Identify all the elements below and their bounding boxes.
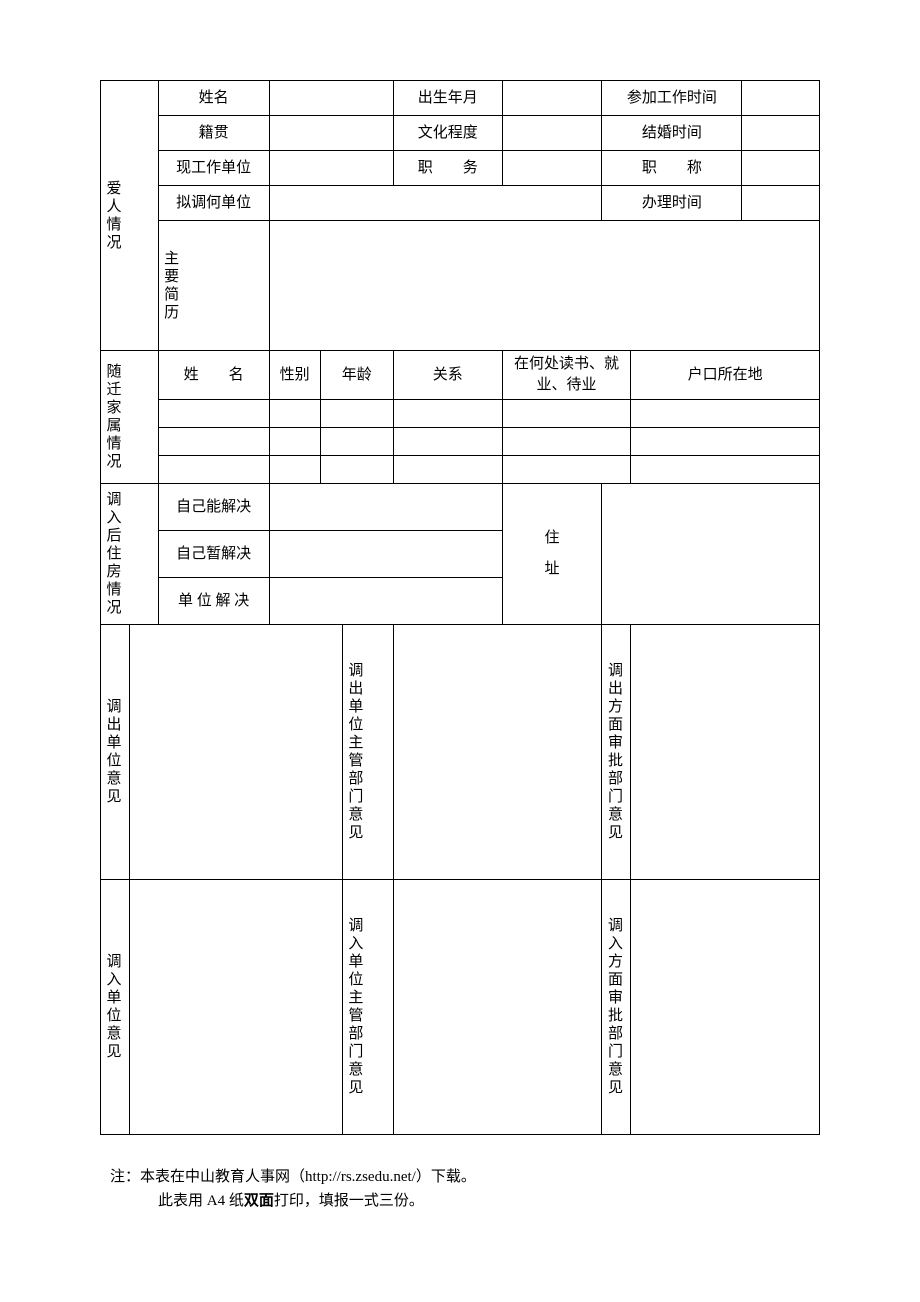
family-col-name: 姓 名 xyxy=(158,351,269,400)
housing-self-value xyxy=(269,484,502,531)
spouse-title-value xyxy=(742,151,820,186)
family-row-hukou xyxy=(631,456,820,484)
housing-section-header: 调入后住房情况 xyxy=(101,484,159,625)
housing-unit-label: 单 位 解 决 xyxy=(158,578,269,625)
family-row-relation xyxy=(393,428,502,456)
family-col-where: 在何处读书、就业、待业 xyxy=(502,351,631,400)
in-unit-opinion-label: 调入单位意见 xyxy=(101,880,130,1135)
housing-temp-value xyxy=(269,531,502,578)
spouse-birth-value xyxy=(502,81,602,116)
spouse-section-header: 爱人情况 xyxy=(101,81,159,351)
in-dept-opinion-label: 调入单位主管部门意见 xyxy=(342,880,393,1135)
out-auth-opinion-label: 调出方面审批部门意见 xyxy=(602,625,631,880)
spouse-targetunit-value xyxy=(269,186,602,221)
footer-line2-bold: 双面 xyxy=(244,1193,274,1209)
family-row-where xyxy=(502,456,631,484)
spouse-marriage-label: 结婚时间 xyxy=(602,116,742,151)
housing-address-label: 住址 xyxy=(502,484,602,625)
family-section-header: 随迁家属情况 xyxy=(101,351,159,484)
spouse-workstart-label: 参加工作时间 xyxy=(602,81,742,116)
family-row-where xyxy=(502,400,631,428)
in-auth-opinion-label: 调入方面审批部门意见 xyxy=(602,880,631,1135)
out-auth-opinion-value xyxy=(631,625,820,880)
spouse-resume-label: 主要简历 xyxy=(158,221,269,351)
family-row xyxy=(101,400,820,428)
spouse-position-label: 职 务 xyxy=(393,151,502,186)
out-unit-opinion-value xyxy=(129,625,342,880)
out-dept-opinion-label: 调出单位主管部门意见 xyxy=(342,625,393,880)
spouse-marriage-value xyxy=(742,116,820,151)
spouse-name-value xyxy=(269,81,393,116)
housing-unit-value xyxy=(269,578,502,625)
spouse-birth-label: 出生年月 xyxy=(393,81,502,116)
family-row-age xyxy=(320,456,393,484)
in-unit-opinion-value xyxy=(129,880,342,1135)
family-row-age xyxy=(320,400,393,428)
family-col-gender: 性别 xyxy=(269,351,320,400)
family-row-gender xyxy=(269,456,320,484)
spouse-education-label: 文化程度 xyxy=(393,116,502,151)
footer-line2-pre: 此表用 A4 纸 xyxy=(158,1193,244,1209)
footer-line2-post: 打印，填报一式三份。 xyxy=(274,1193,424,1209)
family-row-relation xyxy=(393,456,502,484)
family-row-hukou xyxy=(631,428,820,456)
footer-line1-pre: 注：本表在中山教育人事网（ xyxy=(110,1169,305,1185)
footer-line1: 注：本表在中山教育人事网（http://rs.zsedu.net/）下载。 xyxy=(110,1165,820,1189)
footer-line2: 此表用 A4 纸双面打印，填报一式三份。 xyxy=(110,1189,820,1213)
spouse-name-label: 姓名 xyxy=(158,81,269,116)
spouse-workstart-value xyxy=(742,81,820,116)
spouse-resume-value xyxy=(269,221,819,351)
family-row-where xyxy=(502,428,631,456)
family-row-hukou xyxy=(631,400,820,428)
spouse-processtime-label: 办理时间 xyxy=(602,186,742,221)
spouse-origin-value xyxy=(269,116,393,151)
family-row-name xyxy=(158,400,269,428)
footer-line1-post: ）下载。 xyxy=(416,1169,476,1185)
family-row-name xyxy=(158,456,269,484)
spouse-curunit-value xyxy=(269,151,393,186)
family-row-relation xyxy=(393,400,502,428)
footer-line1-url: http://rs.zsedu.net/ xyxy=(305,1169,416,1185)
form-table: 爱人情况 姓名 出生年月 参加工作时间 籍贯 文化程度 结婚时间 现工作单位 职… xyxy=(100,80,820,1135)
family-row-gender xyxy=(269,400,320,428)
spouse-processtime-value xyxy=(742,186,820,221)
family-row-name xyxy=(158,428,269,456)
family-row-age xyxy=(320,428,393,456)
family-row xyxy=(101,456,820,484)
family-col-age: 年龄 xyxy=(320,351,393,400)
spouse-title-label: 职 称 xyxy=(602,151,742,186)
in-auth-opinion-value xyxy=(631,880,820,1135)
family-col-relation: 关系 xyxy=(393,351,502,400)
spouse-curunit-label: 现工作单位 xyxy=(158,151,269,186)
family-col-hukou: 户口所在地 xyxy=(631,351,820,400)
family-row xyxy=(101,428,820,456)
housing-self-label: 自己能解决 xyxy=(158,484,269,531)
out-dept-opinion-value xyxy=(393,625,602,880)
spouse-origin-label: 籍贯 xyxy=(158,116,269,151)
in-dept-opinion-value xyxy=(393,880,602,1135)
spouse-education-value xyxy=(502,116,602,151)
housing-address-value xyxy=(602,484,820,625)
footer-note: 注：本表在中山教育人事网（http://rs.zsedu.net/）下载。 此表… xyxy=(100,1165,820,1213)
spouse-position-value xyxy=(502,151,602,186)
out-unit-opinion-label: 调出单位意见 xyxy=(101,625,130,880)
family-row-gender xyxy=(269,428,320,456)
spouse-targetunit-label: 拟调何单位 xyxy=(158,186,269,221)
housing-temp-label: 自己暂解决 xyxy=(158,531,269,578)
